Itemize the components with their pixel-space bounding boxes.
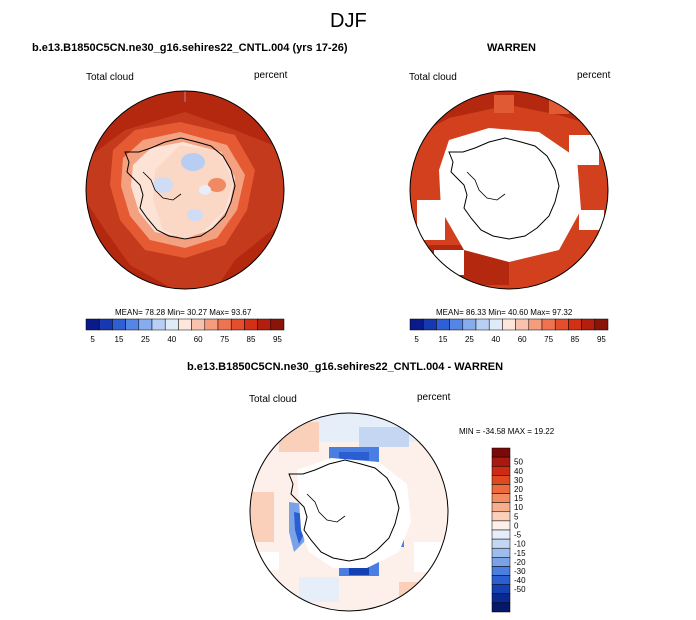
left-colorbar-swatch bbox=[244, 318, 258, 331]
right-colorbar-swatch bbox=[462, 318, 477, 331]
diff-colorbar-tick-label: -40 bbox=[514, 576, 526, 585]
right-colorbar-tick-label: 75 bbox=[544, 335, 553, 344]
left-colorbar-tick-label: 15 bbox=[115, 335, 124, 344]
left-colorbar-tick-label: 40 bbox=[167, 335, 176, 344]
diff-colorbar-swatch bbox=[491, 502, 511, 513]
right-variable-label: Total cloud bbox=[409, 72, 457, 83]
right-stats: MEAN= 86.33 Min= 40.60 Max= 97.32 bbox=[436, 308, 573, 317]
left-colorbar-swatch bbox=[217, 318, 232, 331]
right-colorbar-tick-label: 85 bbox=[571, 335, 580, 344]
left-variable-label: Total cloud bbox=[86, 72, 134, 83]
right-colorbar-swatch bbox=[528, 318, 543, 331]
left-colorbar-swatch bbox=[151, 318, 166, 331]
diff-colorbar-tick-label: -30 bbox=[514, 567, 526, 576]
left-colorbar-swatch bbox=[138, 318, 153, 331]
left-colorbar-tick-label: 95 bbox=[273, 335, 282, 344]
right-colorbar: 5 15 25 40 60 75 85 95 bbox=[409, 318, 609, 344]
diff-polar-map bbox=[249, 412, 449, 612]
diff-colorbar-swatch bbox=[491, 511, 511, 522]
left-colorbar-swatch bbox=[230, 318, 245, 331]
right-colorbar-swatch bbox=[409, 318, 424, 331]
right-colorbar-swatch bbox=[488, 318, 503, 331]
left-colorbar-tick-label: 60 bbox=[194, 335, 203, 344]
diff-colorbar-swatch bbox=[491, 465, 511, 476]
right-polar-map bbox=[409, 90, 609, 290]
right-colorbar-tick-label: 15 bbox=[439, 335, 448, 344]
left-colorbar-tick-label: 75 bbox=[220, 335, 229, 344]
right-colorbar-swatch bbox=[449, 318, 464, 331]
right-colorbar-tick-label: 25 bbox=[465, 335, 474, 344]
left-colorbar-swatch bbox=[191, 318, 206, 331]
diff-colorbar-tick-label: 50 bbox=[514, 458, 523, 467]
diff-colorbar-swatch bbox=[491, 447, 511, 458]
right-colorbar-swatch bbox=[594, 318, 609, 331]
diff-colorbar-swatch bbox=[491, 493, 511, 503]
diff-colorbar-swatch bbox=[491, 566, 511, 576]
right-colorbar-tick-label: 95 bbox=[597, 335, 606, 344]
diff-colorbar-tick-label: 40 bbox=[514, 467, 523, 476]
diff-colorbar-tick-label: 20 bbox=[514, 485, 523, 494]
left-colorbar: 5 15 25 40 60 75 85 95 bbox=[85, 318, 285, 344]
diff-colorbar-tick-label: -50 bbox=[514, 585, 526, 594]
right-colorbar-swatch bbox=[541, 318, 556, 331]
left-colorbar-swatch bbox=[98, 318, 113, 331]
diff-colorbar-swatch bbox=[491, 602, 511, 613]
diff-colorbar-swatch bbox=[491, 538, 511, 549]
diff-colorbar-tick-label: -5 bbox=[514, 531, 522, 540]
left-colorbar-swatch bbox=[112, 318, 126, 331]
right-colorbar-tick-label: 40 bbox=[491, 335, 500, 344]
diff-colorbar-tick-label: 0 bbox=[514, 521, 519, 530]
diff-colorbar-swatch bbox=[491, 475, 511, 485]
figure-title: DJF bbox=[330, 10, 367, 32]
left-panel-title: b.e13.B1850C5CN.ne30_g16.sehires22_CNTL.… bbox=[32, 42, 348, 54]
diff-colorbar-swatch bbox=[491, 593, 511, 604]
diff-colorbar-tick-label: 5 bbox=[514, 512, 519, 521]
diff-colorbar-tick-label: -15 bbox=[514, 549, 526, 558]
diff-colorbar-tick-label: 15 bbox=[514, 494, 523, 503]
right-colorbar-swatch bbox=[475, 318, 490, 331]
left-colorbar-swatch bbox=[204, 318, 219, 331]
diff-colorbar-swatch bbox=[491, 547, 511, 558]
right-colorbar-swatch bbox=[502, 318, 516, 331]
left-colorbar-tick-label: 85 bbox=[247, 335, 256, 344]
right-colorbar-tick-label: 60 bbox=[518, 335, 527, 344]
left-colorbar-swatch bbox=[178, 318, 192, 331]
left-units-label: percent bbox=[254, 70, 288, 81]
diff-colorbar-swatch bbox=[491, 520, 511, 531]
diff-variable-label: Total cloud bbox=[249, 394, 297, 405]
right-colorbar-swatch bbox=[568, 318, 582, 331]
diff-colorbar-tick-label: 10 bbox=[514, 503, 523, 512]
right-colorbar-tick-label: 5 bbox=[414, 335, 419, 344]
right-colorbar-swatch bbox=[436, 318, 450, 331]
right-colorbar-swatch bbox=[422, 318, 437, 331]
right-units-label: percent bbox=[577, 70, 611, 81]
left-colorbar-tick-label: 25 bbox=[141, 335, 150, 344]
right-colorbar-swatch bbox=[554, 318, 569, 331]
left-colorbar-swatch bbox=[270, 318, 285, 331]
left-colorbar-tick-label: 5 bbox=[90, 335, 95, 344]
left-polar-map bbox=[85, 90, 285, 290]
right-panel-title: WARREN bbox=[487, 42, 536, 54]
left-colorbar-swatch bbox=[85, 318, 100, 331]
diff-colorbar-tick-label: -20 bbox=[514, 558, 526, 567]
diff-colorbar-swatch bbox=[491, 557, 511, 567]
diff-colorbar-swatch bbox=[491, 575, 511, 585]
left-colorbar-swatch bbox=[257, 318, 272, 331]
right-colorbar-swatch bbox=[581, 318, 596, 331]
diff-colorbar-tick-label: -10 bbox=[514, 540, 526, 549]
diff-colorbar-swatch bbox=[491, 529, 511, 540]
diff-stats: MIN = -34.58 MAX = 19.22 bbox=[459, 427, 555, 436]
left-colorbar-swatch bbox=[164, 318, 179, 331]
diff-colorbar-swatch bbox=[491, 484, 511, 494]
diff-colorbar-swatch bbox=[491, 456, 511, 467]
diff-units-label: percent bbox=[417, 392, 451, 403]
left-stats: MEAN= 78.28 Min= 30.27 Max= 93.67 bbox=[115, 308, 252, 317]
left-colorbar-swatch bbox=[125, 318, 140, 331]
diff-colorbar-swatch bbox=[491, 584, 511, 595]
diff-panel-title: b.e13.B1850C5CN.ne30_g16.sehires22_CNTL.… bbox=[187, 361, 504, 373]
right-colorbar-swatch bbox=[515, 318, 530, 331]
diff-colorbar-tick-label: 30 bbox=[514, 476, 523, 485]
